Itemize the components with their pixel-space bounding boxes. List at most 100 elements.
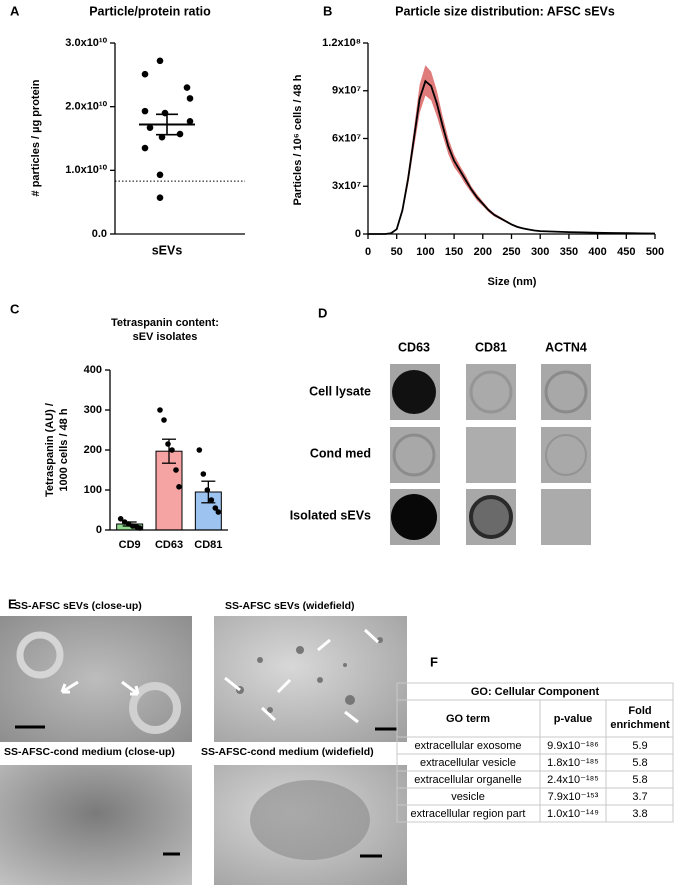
table-cell: 5.8 (632, 757, 647, 769)
y-tick-label: 3x10⁷ (332, 180, 361, 192)
blot-column-label: CD81 (475, 340, 507, 354)
x-tick-label: 450 (617, 246, 635, 258)
data-point (208, 497, 215, 503)
panel-label: D (318, 305, 327, 320)
table-frame (396, 682, 674, 823)
x-tick-label: CD63 (155, 539, 183, 551)
x-tick-label: 0 (365, 246, 371, 258)
x-tick-label: CD81 (194, 539, 222, 551)
x-tick-label: 200 (474, 246, 492, 258)
y-axis-label: Tetraspanin (AU) / (44, 403, 56, 497)
data-point (173, 467, 179, 473)
blot-column-label: CD63 (398, 340, 430, 354)
x-tick-label: 500 (646, 246, 664, 258)
data-point (158, 133, 166, 141)
data-point (117, 516, 124, 522)
data-point (141, 144, 149, 152)
blot-grid (390, 364, 591, 545)
y-tick-label: 400 (84, 364, 102, 376)
x-tick-label: 150 (445, 246, 463, 258)
y-tick-label: 0 (355, 228, 361, 240)
x-tick-label: 100 (416, 246, 434, 258)
table-cell: extracellular organelle (414, 774, 522, 786)
table-cell: 1.8x10⁻¹⁸⁵ (547, 757, 599, 769)
y-tick-label: 9x10⁷ (332, 85, 361, 97)
chart-title: Particle/protein ratio (89, 4, 211, 18)
table-header: enrichment (610, 719, 670, 731)
data-point (204, 487, 211, 493)
data-point (161, 417, 167, 423)
x-tick-label: 400 (588, 246, 606, 258)
table-cell: 3.7 (632, 791, 647, 803)
data-point (212, 505, 219, 511)
data-point (146, 124, 154, 131)
table-cell: 3.8 (632, 808, 647, 820)
table-cell: 7.9x10⁻¹⁵³ (548, 791, 599, 803)
table-header: GO term (446, 713, 490, 725)
micrograph-title: SS-AFSC-cond medium (close-up) (4, 746, 175, 758)
y-tick-label: 200 (84, 444, 102, 456)
blot-row-label: Cell lysate (309, 384, 371, 398)
x-tick-label: sEVs (152, 243, 183, 257)
y-axis-label: Particles / 10⁶ cells / 48 h (292, 74, 304, 205)
table-title: GO: Cellular Component (471, 686, 600, 698)
blot-row-label: Cond med (310, 446, 371, 460)
micrograph-title: SS-AFSC sEVs (widefield) (225, 600, 355, 612)
table-cell: extracellular exosome (415, 740, 522, 752)
x-tick-label: CD9 (119, 539, 141, 551)
x-axis-label: Size (nm) (488, 276, 537, 288)
panel-label: B (323, 3, 332, 18)
x-tick-label: 250 (502, 246, 520, 258)
y-tick-label: 100 (84, 484, 102, 496)
y-axis-label: # particles / µg protein (30, 79, 42, 196)
blot-row-label: Isolated sEVs (290, 508, 371, 522)
blot-column-label: ACTN4 (545, 340, 587, 354)
chart-title: Particle size distribution: AFSC sEVs (395, 4, 615, 18)
data-point (141, 70, 149, 78)
panel-label: E (8, 596, 17, 611)
data-point (186, 95, 194, 102)
table-cell: extracellular region part (411, 808, 526, 820)
micrograph-title: SS-AFSC sEVs (close-up) (14, 600, 142, 612)
table-cell: 2.4x10⁻¹⁸⁵ (547, 774, 599, 786)
data-line (368, 79, 656, 235)
micrograph-title: SS-AFSC-cond medium (widefield) (201, 746, 374, 758)
y-tick-label: 300 (84, 404, 102, 416)
y-axis-label: 1000 cells / 48 h (58, 408, 70, 491)
data-point (165, 441, 171, 447)
data-point (156, 194, 164, 202)
y-tick-label: 6x10⁷ (332, 132, 361, 144)
x-tick-label: 350 (560, 246, 578, 258)
data-point (215, 509, 222, 515)
chart-title: Tetraspanin content: (111, 317, 219, 329)
panel-label: C (10, 301, 20, 316)
data-point (186, 118, 194, 125)
table-header: Fold (628, 705, 651, 717)
table-header: p-value (554, 713, 593, 725)
y-tick-label: 3.0x10¹⁰ (65, 37, 107, 49)
data-point (196, 447, 203, 453)
micrographs (0, 616, 407, 885)
y-tick-label: 1.2x10⁸ (322, 37, 361, 49)
data-point (169, 447, 175, 453)
table-cell: 5.9 (632, 740, 647, 752)
table-cell: 5.8 (632, 774, 647, 786)
y-tick-label: 1.0x10¹⁰ (65, 164, 107, 176)
data-point (141, 107, 149, 115)
confidence-band (368, 65, 655, 235)
x-tick-label: 50 (391, 246, 403, 258)
table-cell: 1.0x10⁻¹⁴⁹ (547, 808, 599, 820)
data-point (176, 484, 182, 490)
data-point (156, 171, 164, 179)
chart-title: sEV isolates (133, 331, 198, 343)
data-point (157, 407, 163, 413)
data-point (156, 57, 164, 65)
y-tick-label: 0 (96, 524, 102, 536)
data-point (200, 471, 207, 477)
panel-label: F (430, 654, 438, 669)
data-point (176, 130, 184, 138)
y-tick-label: 0.0 (92, 228, 107, 240)
table-cell: vesicle (451, 791, 485, 803)
table-cell: extracellular vesicle (420, 757, 516, 769)
